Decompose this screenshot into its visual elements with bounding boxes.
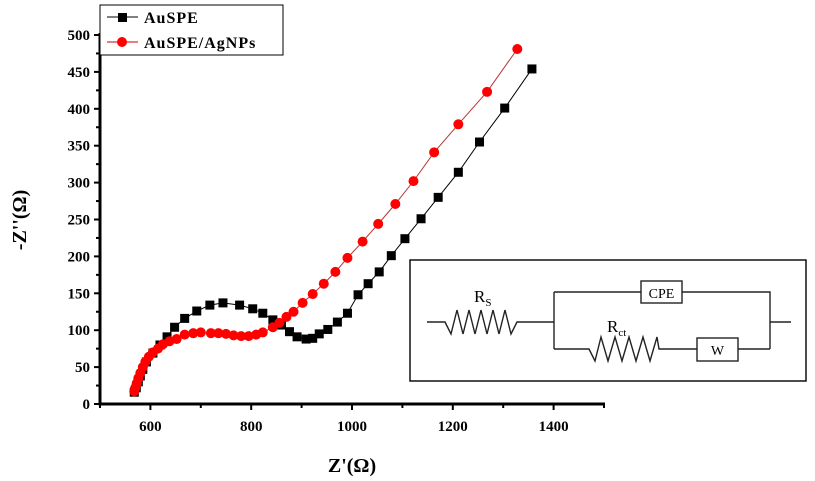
data-point xyxy=(482,86,493,97)
legend-label-auspe: AuSPE xyxy=(144,10,199,27)
x-tick-label: 1400 xyxy=(539,419,569,435)
y-tick-label: 200 xyxy=(68,249,91,265)
data-point xyxy=(205,300,215,310)
data-point xyxy=(433,192,443,202)
data-point xyxy=(527,64,537,74)
y-tick-label: 500 xyxy=(68,28,91,44)
resistor-rs xyxy=(427,309,554,337)
data-point xyxy=(171,334,182,345)
data-point xyxy=(213,328,224,339)
equivalent-circuit-inset xyxy=(409,259,807,382)
data-point xyxy=(288,306,299,317)
data-point xyxy=(318,278,329,289)
series-layer xyxy=(129,44,537,397)
data-point xyxy=(330,266,341,277)
data-point xyxy=(363,279,373,289)
data-point xyxy=(285,327,295,337)
data-point xyxy=(170,322,180,332)
legend-marker-auspe xyxy=(118,13,127,22)
data-point xyxy=(274,317,285,328)
x-tick-label: 600 xyxy=(139,419,162,435)
y-tick-label: 50 xyxy=(75,360,90,376)
data-point xyxy=(188,328,199,339)
x-tick-label: 800 xyxy=(240,419,263,435)
data-point xyxy=(301,334,311,344)
x-tick-label: 1000 xyxy=(337,419,367,435)
data-point xyxy=(408,176,419,187)
data-point xyxy=(386,251,396,261)
data-point xyxy=(416,214,426,224)
data-point xyxy=(373,218,384,229)
data-point xyxy=(162,332,172,342)
data-point xyxy=(323,324,333,334)
y-tick-label: 100 xyxy=(68,323,91,339)
cpe-label: CPE xyxy=(649,287,675,302)
data-point xyxy=(314,329,324,339)
x-tick-label: 1200 xyxy=(438,419,468,435)
data-point xyxy=(228,330,239,341)
axes: 0 50 100 150 200 250 300 350 400 450 500 600 800 1000… xyxy=(68,28,605,435)
data-point xyxy=(429,147,440,158)
data-point xyxy=(179,329,190,340)
data-point xyxy=(400,234,410,244)
series-auspe-agnps xyxy=(129,44,523,397)
data-point xyxy=(297,297,308,308)
y-tick-label: 250 xyxy=(68,213,91,229)
data-point xyxy=(512,44,523,55)
data-point xyxy=(205,328,216,339)
data-point xyxy=(390,199,401,210)
data-point xyxy=(475,137,485,147)
data-point xyxy=(332,317,342,327)
data-point xyxy=(180,313,190,323)
resistor-rct xyxy=(554,334,697,364)
legend-label-auspe-agnps: AuSPE/AgNPs xyxy=(144,35,256,52)
data-point xyxy=(192,306,202,316)
rs-label: RS xyxy=(474,287,491,309)
data-point xyxy=(374,267,384,277)
y-axis-title: -Z''(Ω) xyxy=(9,190,31,250)
data-point xyxy=(308,333,318,343)
data-point xyxy=(453,167,463,177)
data-point xyxy=(281,311,292,322)
data-point xyxy=(500,103,510,113)
data-point xyxy=(307,289,318,300)
data-point xyxy=(248,304,258,314)
data-point xyxy=(342,252,353,263)
rct-label: Rct xyxy=(607,317,626,339)
data-point xyxy=(453,119,464,130)
x-axis-title: Z'(Ω) xyxy=(328,455,376,477)
data-point xyxy=(357,236,368,247)
data-point xyxy=(268,315,278,325)
data-point xyxy=(243,331,254,342)
data-point xyxy=(292,332,302,342)
data-point xyxy=(236,331,247,342)
data-point xyxy=(258,308,268,318)
data-point xyxy=(218,298,228,308)
data-point xyxy=(221,328,231,339)
y-tick-label: 400 xyxy=(68,102,91,118)
data-point xyxy=(257,327,268,338)
data-point xyxy=(195,327,206,338)
data-point xyxy=(353,290,363,300)
y-tick-label: 350 xyxy=(68,139,91,155)
y-tick-label: 300 xyxy=(68,176,91,192)
legend: AuSPE AuSPE/AgNPs xyxy=(99,4,284,56)
y-tick-label: 450 xyxy=(68,65,91,81)
legend-marker-auspe-agnps xyxy=(117,37,127,47)
series-auspe xyxy=(129,64,537,397)
data-point xyxy=(235,300,245,310)
y-tick-label: 0 xyxy=(83,397,91,413)
y-tick-label: 150 xyxy=(68,286,91,302)
data-point xyxy=(342,308,352,318)
w-label: W xyxy=(711,344,725,359)
